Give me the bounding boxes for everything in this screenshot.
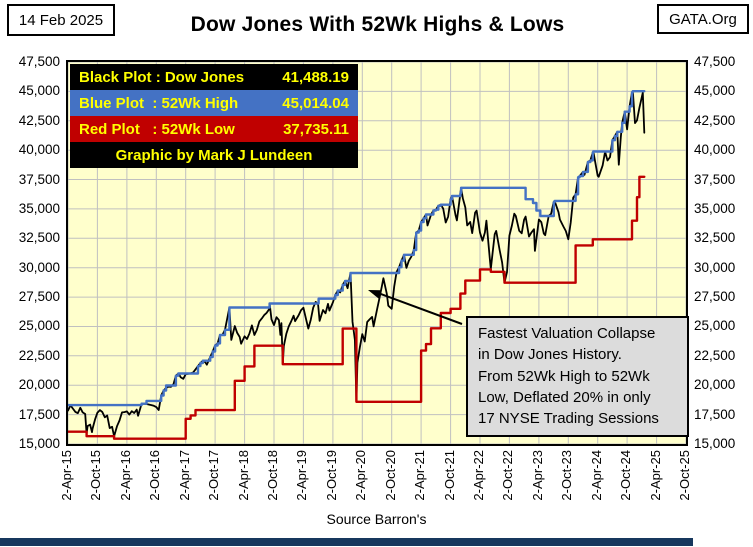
y-tick-label: 25,000 [18,318,60,333]
x-tick-label: 2-Oct-23 [559,450,574,501]
source-note: Source Barron's [326,511,427,527]
x-tick-label: 2-Oct-22 [500,450,515,501]
x-tick-label: 2-Apr-17 [177,450,192,501]
x-tick-label: 2-Apr-22 [471,450,486,501]
y-tick-label: 27,500 [18,289,60,304]
page-title: Dow Jones With 52Wk Highs & Lows [190,13,565,36]
y-tick-label: 30,000 [694,260,736,275]
chart-legend: Black Plot : Dow Jones 41,488.19 Blue Pl… [70,64,358,168]
annotation-box: Fastest Valuation Collapse in Dow Jones … [466,316,689,437]
legend-label-52wk-low: Red Plot : 52Wk Low [79,120,235,138]
x-tick-label: 2-Oct-16 [147,450,162,501]
y-tick-label: 15,000 [694,436,736,451]
x-tick-label: 2-Oct-25 [677,450,692,501]
x-tick-label: 2-Apr-18 [236,450,251,501]
x-tick-label: 2-Oct-19 [324,450,339,501]
legend-credit: Graphic by Mark J Lundeen [70,142,358,168]
y-tick-label: 20,000 [694,377,736,392]
y-tick-label: 45,000 [18,83,60,98]
y-tick-label: 30,000 [18,260,60,275]
x-tick-label: 2-Apr-20 [353,450,368,501]
chart-date: 14 Feb 2025 [18,11,104,29]
x-tick-label: 2-Oct-18 [265,450,280,501]
y-tick-label: 42,500 [18,113,60,128]
x-tick-label: 2-Apr-16 [118,450,133,501]
y-tick-label: 25,000 [694,318,736,333]
legend-row-52wk-low: Red Plot : 52Wk Low 37,735.11 [70,116,358,142]
x-tick-label: 2-Apr-19 [294,450,309,501]
y-tick-label: 40,000 [694,142,736,157]
x-tick-label: 2-Oct-20 [383,450,398,501]
date-box: 14 Feb 2025 [7,4,115,36]
y-tick-label: 22,500 [694,348,736,363]
legend-value-52wk-high: 45,014.04 [282,94,349,112]
x-tick-label: 2-Apr-15 [59,450,74,501]
y-tick-label: 37,500 [694,172,736,187]
y-tick-label: 27,500 [694,289,736,304]
y-tick-label: 15,000 [18,436,60,451]
y-tick-label: 22,500 [18,348,60,363]
y-tick-label: 32,500 [694,230,736,245]
x-tick-label: 2-Oct-21 [442,450,457,501]
y-tick-label: 32,500 [18,230,60,245]
y-tick-label: 17,500 [694,407,736,422]
y-tick-label: 20,000 [18,377,60,392]
y-tick-label: 35,000 [18,201,60,216]
y-tick-label: 45,000 [694,83,736,98]
legend-label-52wk-high: Blue Plot : 52Wk High [79,94,239,112]
plot-area [66,60,688,446]
y-tick-label: 35,000 [694,201,736,216]
legend-value-52wk-low: 37,735.11 [283,120,349,138]
x-tick-label: 2-Apr-21 [412,450,427,501]
x-tick-label: 2-Apr-23 [530,450,545,501]
org-label: GATA.Org [669,10,737,28]
x-tick-label: 2-Oct-24 [618,450,633,501]
legend-row-52wk-high: Blue Plot : 52Wk High 45,014.04 [70,90,358,116]
y-tick-label: 47,500 [18,54,60,69]
y-tick-label: 17,500 [18,407,60,422]
y-tick-label: 40,000 [18,142,60,157]
x-tick-label: 2-Oct-15 [88,450,103,501]
y-tick-label: 47,500 [694,54,736,69]
legend-row-dow-jones: Black Plot : Dow Jones 41,488.19 [70,64,358,90]
x-tick-label: 2-Apr-24 [589,450,604,501]
x-tick-label: 2-Apr-25 [648,450,663,501]
y-tick-label: 42,500 [694,113,736,128]
legend-label-dow-jones: Black Plot : Dow Jones [79,68,245,86]
org-box: GATA.Org [657,4,749,34]
y-tick-label: 37,500 [18,172,60,187]
bottom-bar [0,538,693,546]
legend-value-dow-jones: 41,488.19 [282,68,349,86]
x-tick-label: 2-Oct-17 [206,450,221,501]
